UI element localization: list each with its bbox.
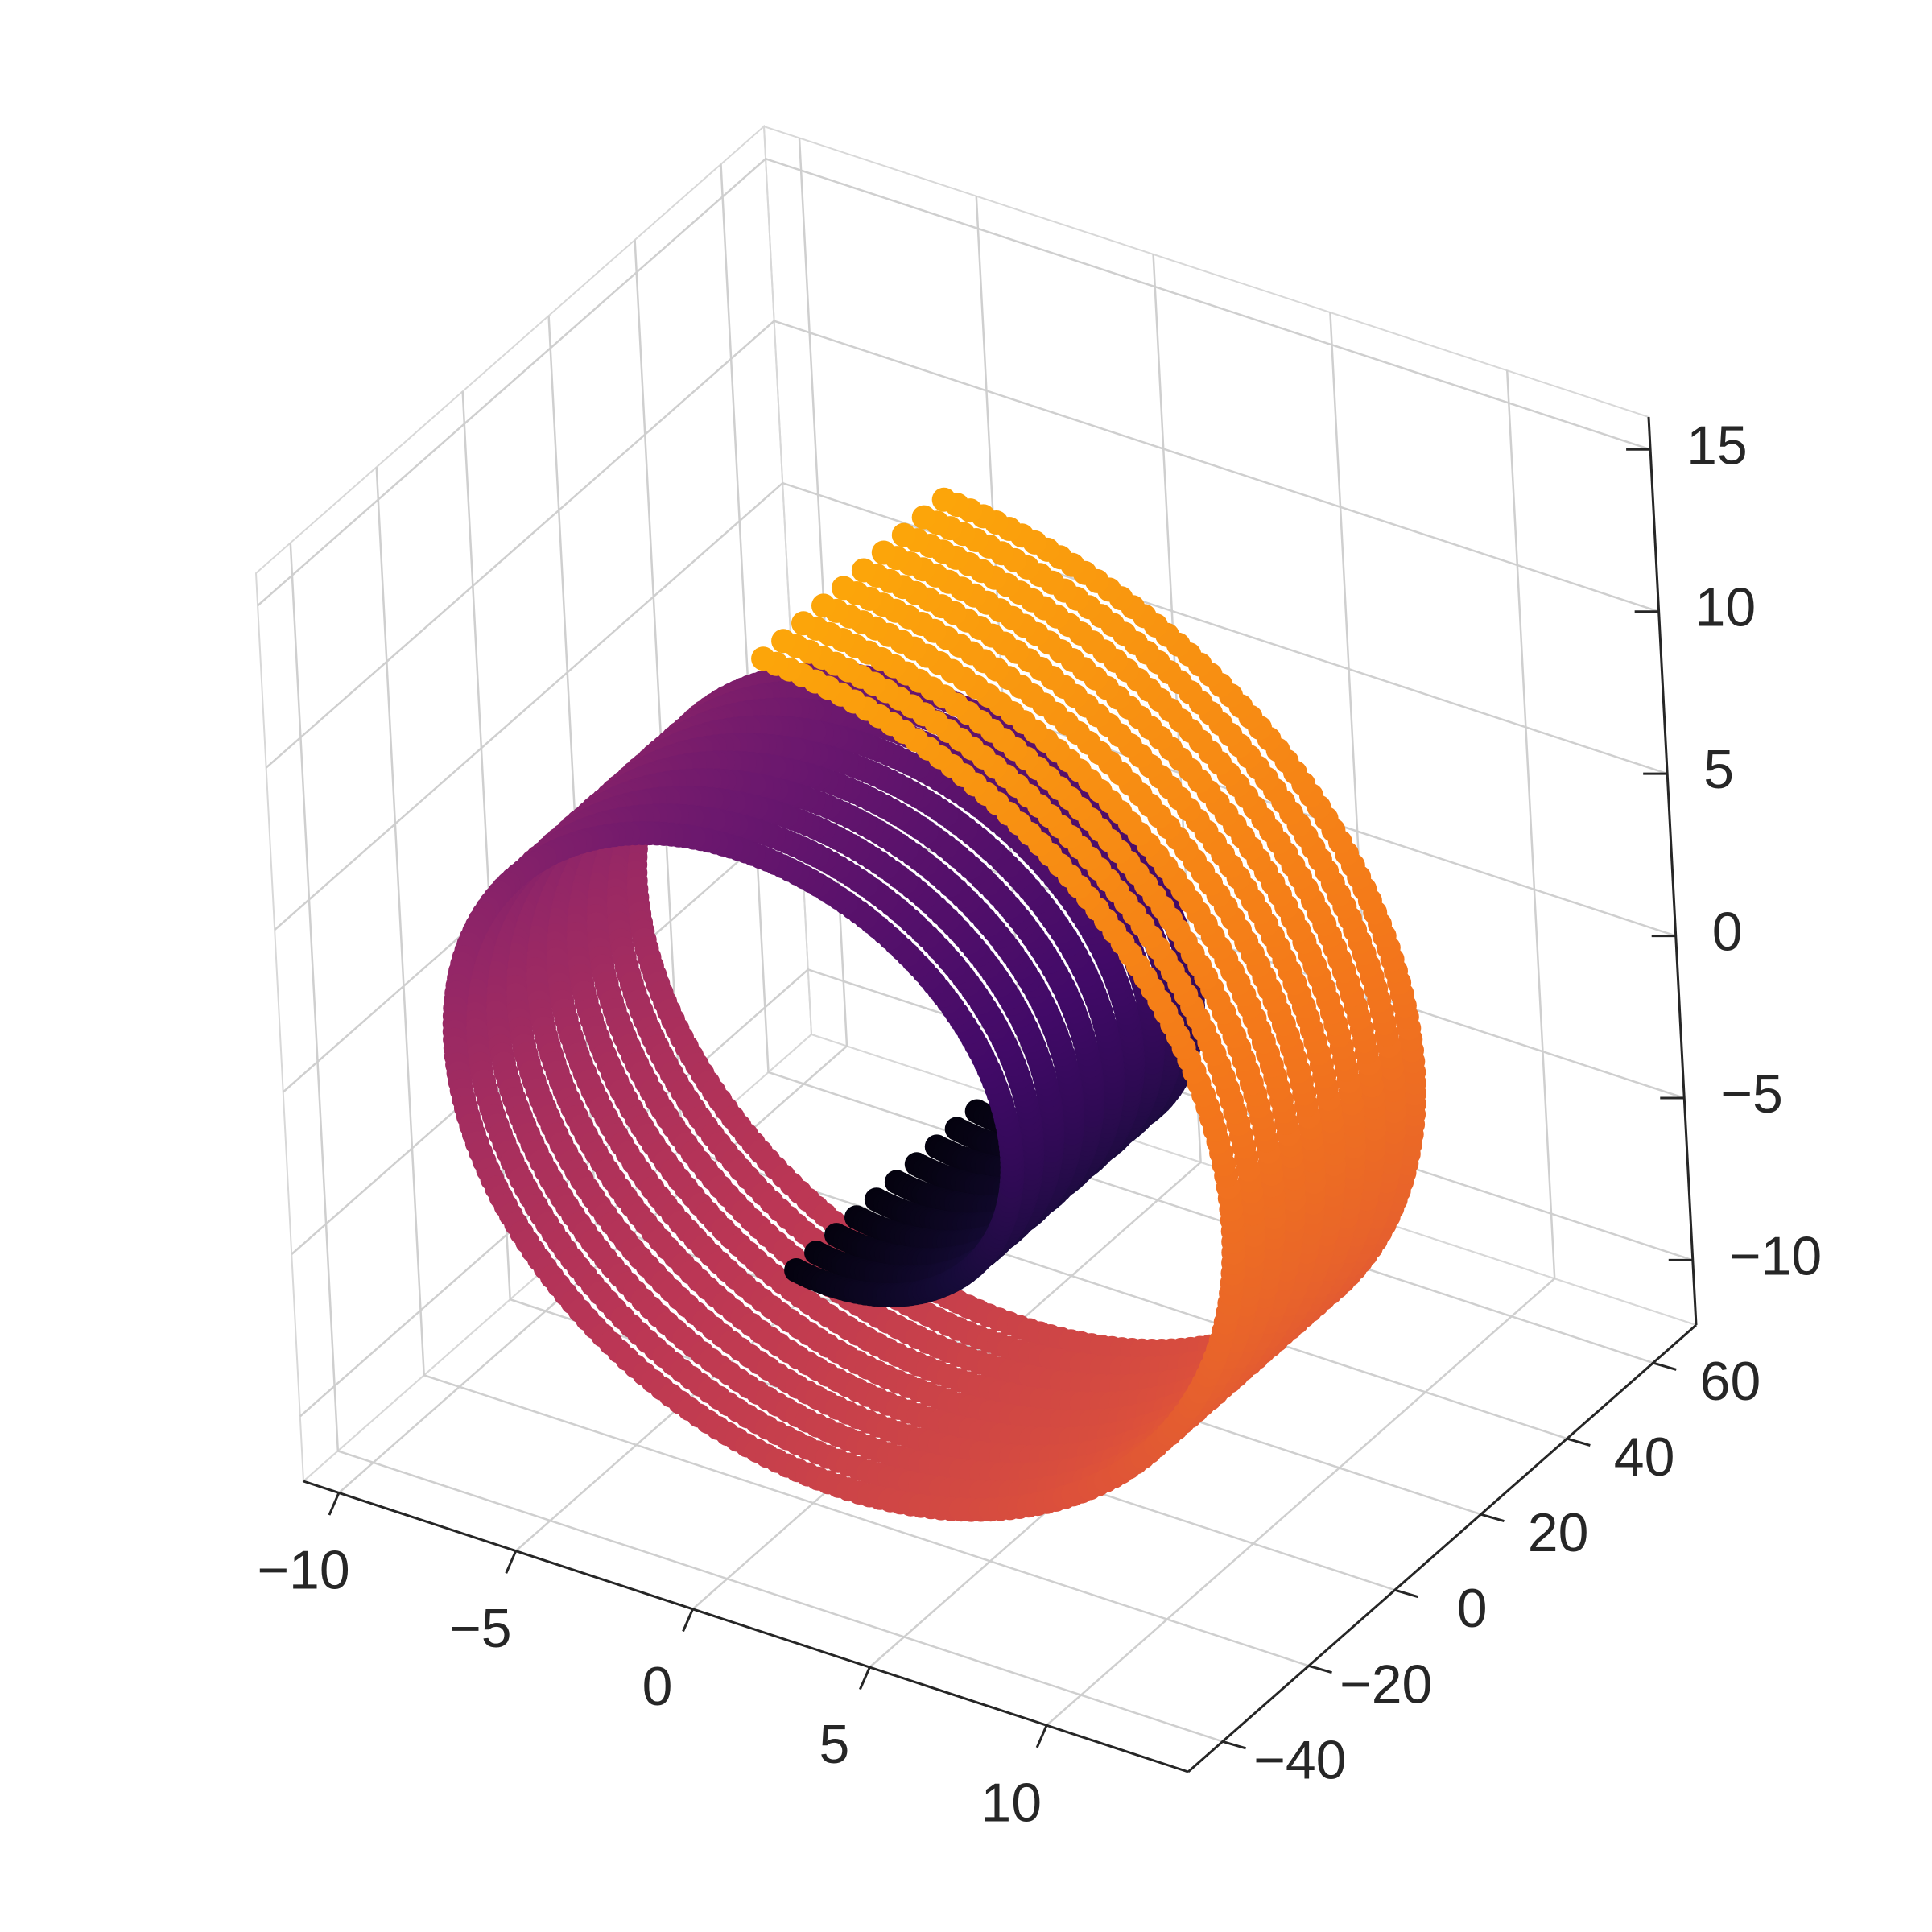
- data-point: [891, 522, 916, 547]
- y-tick-tick: [1480, 1513, 1505, 1523]
- x-axis-line: [303, 1480, 1189, 1773]
- z-tick-label: 0: [1712, 902, 1743, 963]
- z-tick-label: −10: [1729, 1225, 1822, 1286]
- z-tick-label: 15: [1686, 415, 1748, 476]
- scatter-points: [442, 487, 1426, 1522]
- x-tick-tick: [858, 1666, 871, 1690]
- z-tick-label: 10: [1695, 577, 1757, 638]
- data-point: [831, 576, 856, 601]
- tick-marks-and-labels: −10 −5 0 5 10 −40 −20 0 20 40 60 −10 −5 0 5 10 15: [257, 415, 1822, 1833]
- x-tick-label: 5: [819, 1714, 849, 1775]
- gridline-x: [1046, 370, 1556, 1727]
- y-tick-label: −20: [1340, 1653, 1432, 1715]
- y-tick-label: 0: [1457, 1578, 1488, 1639]
- y-tick-tick: [1308, 1664, 1332, 1674]
- gridline-y: [375, 467, 1310, 1667]
- z-tick-label: −5: [1720, 1063, 1783, 1125]
- axis-lines: [303, 416, 1698, 1773]
- x-tick-tick: [682, 1608, 694, 1633]
- y-tick-tick: [1394, 1588, 1418, 1599]
- gridline-z: [265, 320, 1659, 769]
- z-tick-label: 5: [1703, 739, 1734, 800]
- y-axis-line: [1187, 1323, 1697, 1773]
- y-tick-tick: [1222, 1740, 1246, 1750]
- y-tick-label: 20: [1528, 1502, 1589, 1563]
- x-tick-label: −5: [449, 1598, 512, 1659]
- x-tick-label: −10: [257, 1540, 349, 1601]
- y-tick-tick: [1567, 1437, 1591, 1447]
- gridline-z: [274, 481, 1668, 931]
- gridline-y: [289, 543, 1224, 1743]
- x-tick-tick: [328, 1492, 341, 1516]
- data-point: [871, 540, 896, 565]
- x-tick-label: 10: [980, 1772, 1042, 1833]
- data-point: [751, 646, 776, 671]
- y-tick-label: 40: [1614, 1426, 1675, 1488]
- x-tick-tick: [1035, 1724, 1048, 1748]
- gridline-x: [338, 138, 848, 1494]
- z-axis-line: [1647, 416, 1698, 1326]
- data-point: [791, 611, 815, 636]
- data-point: [851, 558, 876, 583]
- data-point: [911, 505, 936, 530]
- x-tick-label: 0: [642, 1656, 673, 1717]
- x-tick-tick: [505, 1550, 518, 1574]
- data-point: [811, 593, 836, 618]
- gridline-z: [257, 157, 1651, 607]
- data-point: [771, 629, 796, 654]
- y-tick-label: −40: [1253, 1729, 1346, 1790]
- y-tick-label: 60: [1700, 1351, 1761, 1412]
- data-point: [931, 487, 956, 512]
- y-tick-tick: [1653, 1361, 1677, 1371]
